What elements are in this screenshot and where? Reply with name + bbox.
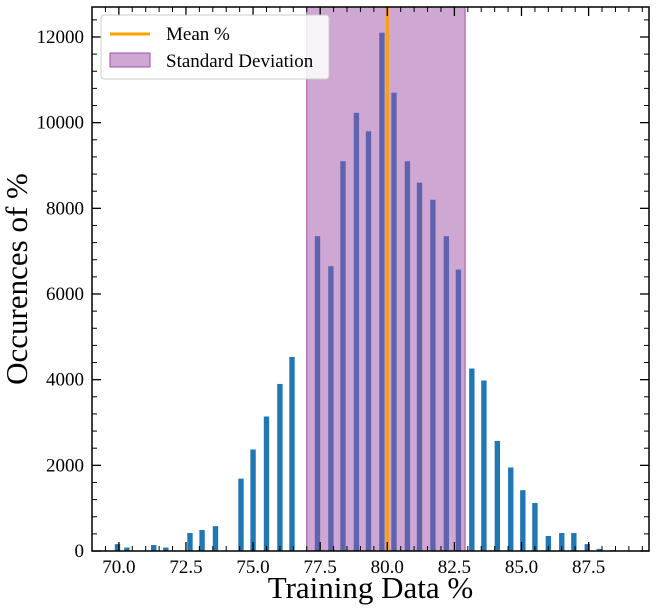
histogram-bar	[212, 526, 219, 551]
histogram-bar	[596, 548, 603, 551]
histogram-bar	[545, 536, 552, 551]
legend-std-swatch	[109, 52, 151, 68]
x-tick-label: 87.5	[572, 557, 605, 578]
ticks-group: 70.0 72.5 75.0 77.5 80.0 82.5 85.0 87.5 0 2000 400…	[37, 7, 649, 578]
x-tick-label: 70.0	[102, 557, 135, 578]
histogram-bar	[199, 530, 205, 551]
histogram-bar	[481, 380, 487, 551]
histogram-bar	[187, 533, 193, 551]
y-axis-title: Occurences of %	[0, 173, 34, 385]
plot-frame	[91, 6, 650, 552]
histogram-bar	[469, 368, 475, 551]
legend-mean-label: Mean %	[166, 24, 230, 45]
legend-std-label: Standard Deviation	[166, 51, 314, 72]
y-tick-label: 0	[75, 541, 85, 562]
histogram-bar	[520, 490, 526, 551]
histogram-bar	[508, 467, 514, 551]
legend: Mean % Standard Deviation	[100, 14, 330, 80]
y-tick-label: 6000	[46, 284, 84, 305]
histogram-bar	[532, 503, 538, 551]
histogram-bar	[163, 547, 169, 551]
histogram-bar	[151, 545, 157, 551]
histogram-bar	[114, 544, 121, 551]
y-tick-label: 4000	[46, 370, 84, 391]
x-tick-label: 85.0	[505, 557, 538, 578]
histogram-bar	[494, 440, 501, 551]
x-axis-title: Training Data %	[268, 570, 474, 605]
y-tick-label: 10000	[37, 113, 85, 134]
histogram-bar	[571, 533, 577, 551]
y-tick-label: 2000	[46, 455, 84, 476]
histogram-bar	[263, 416, 270, 551]
histogram-bar	[238, 478, 244, 551]
x-tick-label: 82.5	[438, 557, 471, 578]
x-tick-label: 77.5	[304, 557, 337, 578]
histogram-bar	[584, 544, 590, 551]
x-tick-label: 72.5	[169, 557, 202, 578]
y-tick-label: 12000	[37, 27, 85, 48]
x-tick-label: 80.0	[371, 557, 404, 578]
histogram-bar	[250, 449, 256, 551]
legend-box	[100, 14, 330, 80]
histogram-bar	[559, 533, 565, 551]
y-tick-label: 8000	[46, 198, 84, 219]
histogram-bar	[277, 383, 283, 551]
histogram-bar	[124, 547, 130, 551]
histogram-bar	[289, 356, 295, 551]
x-tick-label: 75.0	[236, 557, 269, 578]
